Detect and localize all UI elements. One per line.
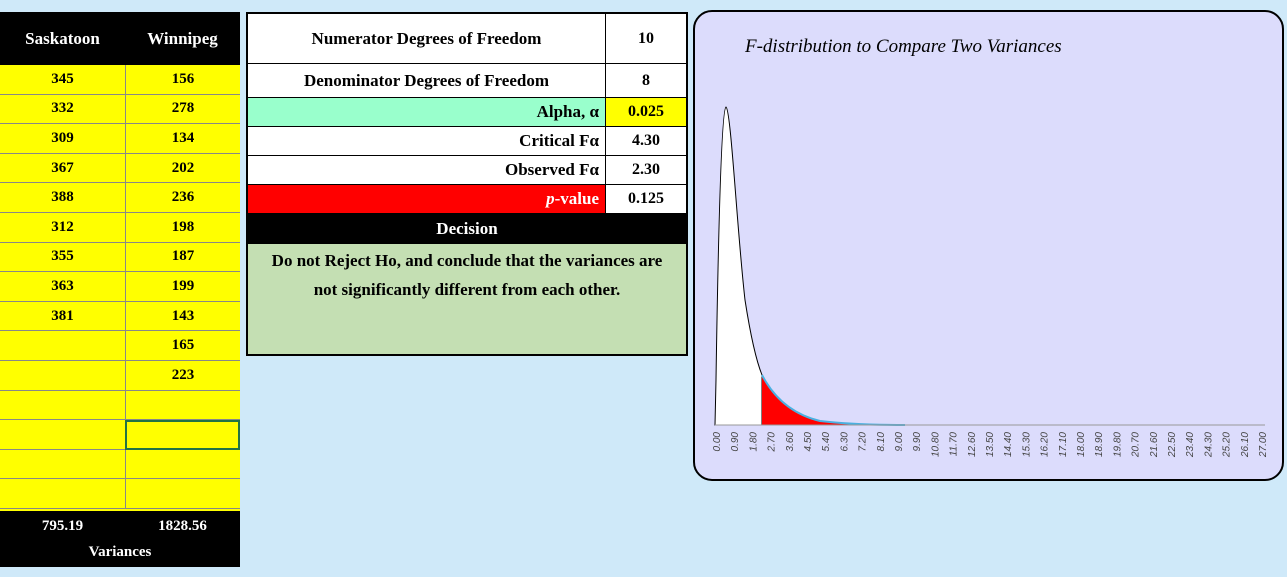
stats-table: Numerator Degrees of Freedom 10 Denominato… xyxy=(246,12,688,356)
x-tick-label: 10.80 xyxy=(930,432,941,457)
x-tick-label: 6.30 xyxy=(839,432,850,452)
stat-value: 0.125 xyxy=(606,185,686,214)
x-tick-label: 17.10 xyxy=(1058,432,1069,457)
stat-value: 10 xyxy=(606,14,686,64)
cell: 355 xyxy=(0,243,125,273)
stat-label: Denominator Degrees of Freedom xyxy=(248,64,606,98)
x-tick-label: 5.40 xyxy=(821,432,832,452)
x-tick-label: 0.00 xyxy=(712,432,723,452)
stat-value: 2.30 xyxy=(606,156,686,185)
stat-label-text: Observed Fα xyxy=(504,160,599,179)
column-header: Winnipeg xyxy=(147,28,218,48)
x-tick-label: 19.80 xyxy=(1112,432,1123,457)
x-tick-label: 24.30 xyxy=(1203,432,1214,458)
variances-label: Variances xyxy=(88,543,152,560)
cell: 312 xyxy=(0,213,125,243)
cell: 199 xyxy=(125,272,240,302)
cell: 388 xyxy=(0,183,125,213)
stat-label: Critical Fα xyxy=(248,127,606,156)
stat-label-text: Numerator Degrees of Freedom xyxy=(311,28,542,48)
stat-label-text: Alpha, α xyxy=(536,102,599,121)
x-tick-label: 14.40 xyxy=(1003,432,1014,457)
decision-text: Do not Reject Ho, and conclude that the … xyxy=(248,244,686,354)
chart-panel xyxy=(693,10,1284,481)
x-tick-label: 20.70 xyxy=(1131,432,1142,458)
stat-value: 8 xyxy=(606,64,686,98)
column-header: Saskatoon xyxy=(25,28,100,48)
stat-label-text: Denominator Degrees of Freedom xyxy=(303,70,550,90)
cell xyxy=(125,449,240,480)
x-tick-label: 15.30 xyxy=(1021,432,1032,457)
stat-value: 0.025 xyxy=(606,98,686,127)
x-tick-label: 1.80 xyxy=(748,432,759,452)
x-tick-label: 8.10 xyxy=(876,432,887,452)
cell xyxy=(125,390,240,421)
cell xyxy=(0,450,125,480)
cell: 198 xyxy=(125,213,240,243)
density-body xyxy=(714,106,763,426)
cell xyxy=(0,391,125,421)
stat-label-text: Critical Fα xyxy=(519,131,599,150)
cell xyxy=(125,479,240,509)
x-tick-label: 22.50 xyxy=(1167,432,1178,458)
x-tick-label: 25.20 xyxy=(1222,432,1233,458)
x-tick-label: 9.90 xyxy=(912,432,923,452)
x-tick-label: 27.00 xyxy=(1258,432,1269,458)
stat-label: Observed Fα xyxy=(248,156,606,185)
cell xyxy=(0,331,125,361)
stat-label: Alpha, α xyxy=(248,98,606,127)
x-tick-label: 4.50 xyxy=(803,432,814,452)
variance: 795.19 xyxy=(41,517,84,534)
cell: 223 xyxy=(125,361,240,391)
cell: 345 xyxy=(0,65,125,95)
x-tick-label: 11.70 xyxy=(949,432,960,457)
cell: 367 xyxy=(0,154,125,184)
x-tick-label: 13.50 xyxy=(985,432,996,457)
cell: 165 xyxy=(125,331,240,361)
cell xyxy=(125,420,240,450)
cell: 381 xyxy=(0,302,125,332)
cell xyxy=(0,361,125,391)
x-tick-label: 16.20 xyxy=(1040,432,1051,457)
cell xyxy=(0,420,125,450)
header-row xyxy=(0,12,240,65)
stat-label: p -value xyxy=(248,185,606,214)
rejection-tail xyxy=(762,375,905,425)
cell: 309 xyxy=(0,124,125,154)
cell xyxy=(0,479,125,509)
chart-title: F-distribution to Compare Two Variances xyxy=(744,36,1062,57)
cell: 143 xyxy=(125,301,240,332)
x-tick-label: 2.70 xyxy=(767,432,778,453)
cell: 156 xyxy=(125,65,240,95)
decision-header: Decision xyxy=(248,214,686,244)
cell: 236 xyxy=(125,183,240,213)
stat-label: Numerator Degrees of Freedom xyxy=(248,14,606,64)
variance: 1828.56 xyxy=(158,517,207,534)
stat-label-var: p xyxy=(546,189,555,208)
stat-label-text: -value xyxy=(554,189,599,208)
x-tick-label: 0.90 xyxy=(730,432,741,452)
x-tick-label: 3.60 xyxy=(785,432,796,452)
cell: 278 xyxy=(125,94,240,125)
cell: 134 xyxy=(125,124,240,154)
x-tick-label: 23.40 xyxy=(1185,432,1196,458)
stat-value: 4.30 xyxy=(606,127,686,156)
x-tick-label: 26.10 xyxy=(1240,432,1251,458)
cell: 187 xyxy=(125,242,240,273)
cell: 202 xyxy=(125,153,240,184)
x-tick-label: 9.00 xyxy=(894,432,905,452)
x-tick-label: 12.60 xyxy=(967,432,978,457)
x-tick-label: 18.90 xyxy=(1094,432,1105,457)
cell: 363 xyxy=(0,272,125,302)
x-tick-label: 18.00 xyxy=(1076,432,1087,457)
data-table: Saskatoon Winnipeg 345 156 332 278 309 134 367 20… xyxy=(0,12,240,567)
cell: 332 xyxy=(0,95,125,125)
x-tick-label: 21.60 xyxy=(1149,432,1160,458)
variances-row xyxy=(0,511,240,567)
x-tick-label: 7.20 xyxy=(858,432,869,452)
